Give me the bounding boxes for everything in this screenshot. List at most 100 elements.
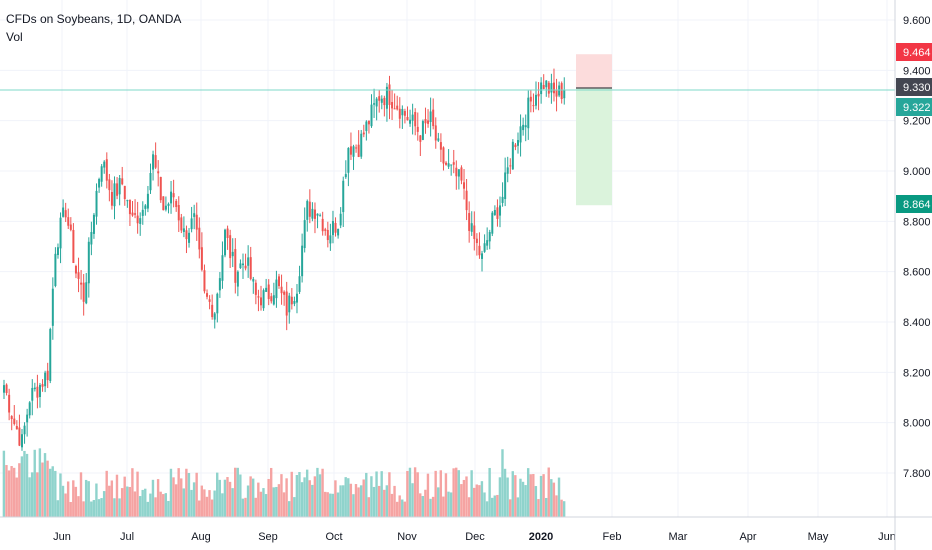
volume-bar bbox=[385, 485, 389, 517]
volume-bar bbox=[424, 489, 427, 517]
volume-bar bbox=[444, 473, 448, 517]
volume-bar bbox=[54, 470, 57, 517]
volume-bar bbox=[231, 488, 234, 517]
candle-body bbox=[488, 232, 491, 242]
volume-bar bbox=[514, 475, 517, 517]
grid bbox=[0, 0, 895, 517]
candle-body bbox=[391, 102, 394, 109]
candle-body bbox=[170, 191, 173, 204]
candle-body bbox=[33, 387, 36, 390]
volume-bar bbox=[529, 474, 532, 517]
volume-bar bbox=[352, 494, 355, 517]
candle-body bbox=[385, 86, 388, 109]
candle-body bbox=[491, 212, 494, 234]
volume-bar bbox=[473, 487, 476, 517]
candle-body bbox=[85, 282, 88, 304]
candle-body bbox=[20, 434, 23, 448]
volume-bar bbox=[488, 467, 491, 517]
volume-bar bbox=[313, 476, 317, 517]
candle-body bbox=[162, 196, 165, 211]
volume-bar bbox=[154, 497, 157, 517]
candle-body bbox=[511, 141, 514, 170]
candle-body bbox=[195, 214, 198, 230]
volume-bar bbox=[511, 471, 514, 517]
candle-body bbox=[203, 270, 206, 292]
volume-bar bbox=[87, 481, 90, 517]
candle-body bbox=[252, 278, 255, 282]
y-tick-label: 8.800 bbox=[903, 216, 931, 228]
volume-bar bbox=[195, 472, 198, 517]
candle-body bbox=[355, 147, 358, 149]
candle-body bbox=[51, 288, 54, 326]
candle-body bbox=[483, 243, 486, 252]
volume-bar bbox=[192, 482, 196, 517]
candle-body bbox=[221, 255, 224, 281]
volume-bar bbox=[131, 468, 134, 517]
volume-bar bbox=[321, 468, 324, 517]
volume-bar bbox=[208, 490, 211, 517]
volume-bar bbox=[95, 483, 98, 517]
volume-bar bbox=[249, 476, 252, 517]
y-tick-label: 7.800 bbox=[903, 468, 931, 480]
target-price-tag-text: 8.864 bbox=[903, 199, 931, 211]
candle-body bbox=[185, 230, 188, 240]
candle-body bbox=[113, 183, 116, 207]
volume-bar bbox=[318, 474, 322, 517]
candle-body bbox=[164, 205, 167, 210]
candle-body bbox=[23, 425, 26, 435]
volume-bar bbox=[177, 468, 180, 517]
candle-body bbox=[481, 253, 484, 259]
candle-body bbox=[49, 329, 52, 381]
candle-body bbox=[452, 162, 455, 165]
candle-body bbox=[15, 426, 18, 430]
volume-bar bbox=[180, 478, 183, 517]
volume-bar bbox=[198, 500, 201, 517]
volume-bar bbox=[498, 477, 502, 517]
candle-body bbox=[432, 109, 435, 127]
volume-bar bbox=[5, 465, 8, 517]
candle-body bbox=[478, 245, 481, 256]
volume-bar bbox=[480, 481, 484, 517]
volume-bar bbox=[401, 499, 404, 517]
volume-bar bbox=[462, 479, 466, 517]
candle-body bbox=[231, 251, 234, 257]
candle-body bbox=[54, 253, 57, 286]
volume-bar bbox=[496, 494, 499, 517]
volume-bar bbox=[48, 468, 52, 517]
volume-bar bbox=[275, 486, 278, 517]
candle-body bbox=[339, 213, 342, 226]
candle-body bbox=[59, 217, 62, 249]
candle-body bbox=[367, 120, 370, 125]
candle-body bbox=[154, 155, 157, 168]
candle-body bbox=[468, 213, 471, 231]
volume-bar bbox=[323, 491, 327, 517]
legend-title[interactable]: CFDs on Soybeans, 1D, OANDA bbox=[6, 12, 182, 26]
volume-bar bbox=[316, 467, 319, 517]
candle-body bbox=[295, 293, 298, 303]
candle-body bbox=[522, 124, 525, 131]
candle-body bbox=[41, 384, 44, 387]
candle-body bbox=[90, 232, 93, 245]
candle-body bbox=[172, 193, 175, 198]
volume-bar bbox=[431, 496, 435, 517]
volume-bar bbox=[419, 493, 422, 517]
candle-body bbox=[108, 179, 111, 191]
candle-body bbox=[31, 387, 34, 401]
volume-bar bbox=[539, 475, 543, 517]
volume-bar bbox=[344, 477, 347, 517]
target-zone bbox=[576, 87, 612, 206]
volume-bar bbox=[259, 491, 263, 517]
volume-bar bbox=[120, 488, 124, 517]
volume-bar bbox=[357, 487, 360, 517]
volume-bar bbox=[74, 486, 78, 517]
volume-bar bbox=[377, 485, 381, 517]
legend-volume-label[interactable]: Vol bbox=[6, 30, 23, 44]
volume-bar bbox=[2, 450, 6, 517]
candle-body bbox=[475, 238, 478, 244]
volume-bar bbox=[408, 467, 412, 517]
candle-body bbox=[486, 240, 489, 246]
candle-body bbox=[537, 93, 540, 97]
candle-body bbox=[450, 164, 453, 166]
volume-bar bbox=[491, 497, 494, 517]
